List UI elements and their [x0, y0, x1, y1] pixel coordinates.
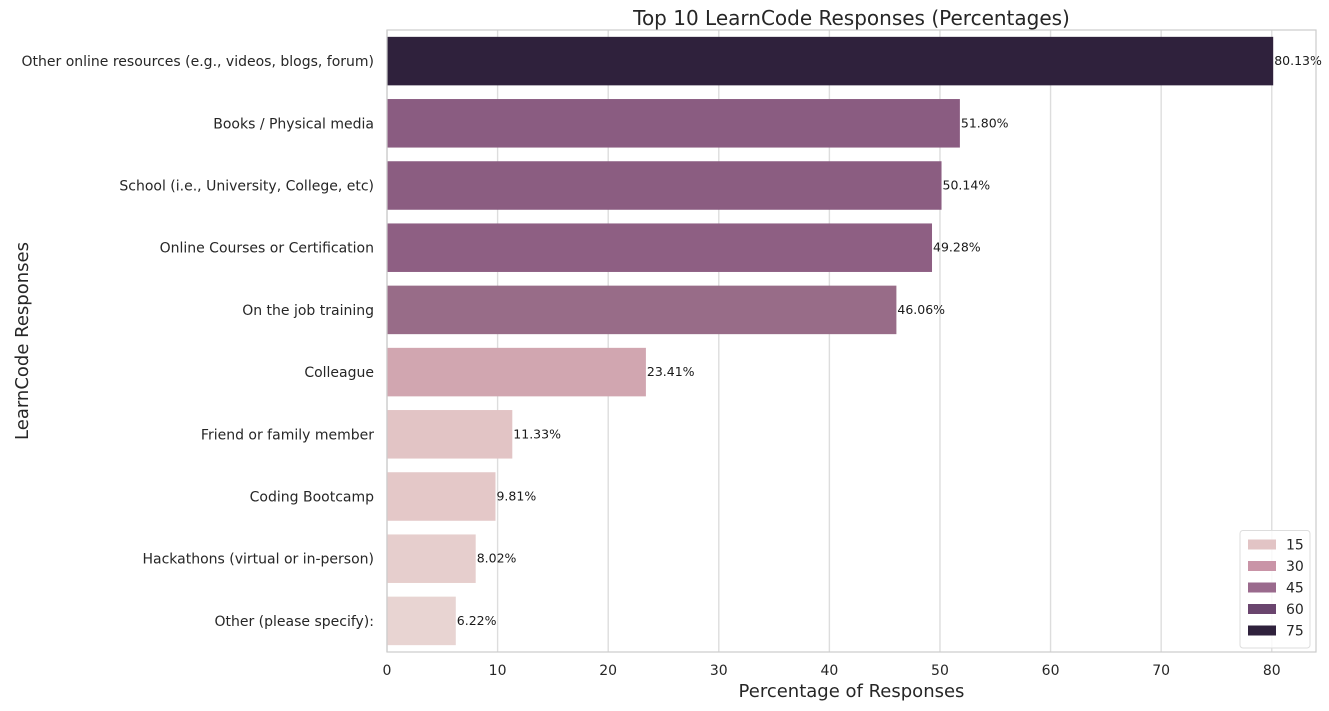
x-tick-label: 60	[1042, 663, 1060, 679]
bar	[387, 472, 496, 521]
plot-frame	[386, 29, 1317, 653]
bar	[387, 347, 646, 397]
y-tick-label: Friend or family member	[201, 427, 374, 443]
chart-title: Top 10 LearnCode Responses (Percentages)	[632, 6, 1070, 30]
bar	[387, 410, 513, 459]
bar	[387, 596, 456, 646]
legend-label: 45	[1286, 581, 1304, 597]
y-tick-label: Hackathons (virtual or in-person)	[143, 552, 375, 568]
x-tick-label: 0	[383, 663, 392, 679]
bars	[387, 36, 1274, 646]
legend-swatch	[1248, 561, 1276, 571]
y-tick-label: Other online resources (e.g., videos, bl…	[22, 54, 375, 70]
legend-label: 75	[1286, 624, 1304, 640]
y-tick-label: Online Courses or Certification	[160, 241, 374, 257]
legend-label: 15	[1286, 538, 1304, 554]
bar	[387, 285, 897, 335]
legend-swatch	[1248, 582, 1276, 593]
y-tick-label: Coding Bootcamp	[250, 490, 374, 506]
data-label: 46.06%	[897, 302, 945, 317]
x-axis-label: Percentage of Responses	[739, 681, 965, 702]
x-tick-label: 80	[1263, 663, 1281, 679]
data-label: 51.80%	[961, 115, 1009, 130]
y-tick-label: Other (please specify):	[214, 614, 374, 630]
bar	[387, 161, 942, 210]
x-tick-label: 10	[489, 663, 507, 679]
y-axis-label: LearnCode Responses	[12, 242, 33, 440]
bar	[387, 36, 1274, 86]
data-label: 11.33%	[513, 426, 561, 441]
legend-swatch	[1248, 539, 1276, 550]
y-tick-label: Books / Physical media	[213, 116, 374, 132]
data-label: 50.14%	[943, 178, 991, 193]
y-tick-label: On the job training	[242, 303, 374, 319]
data-label: 80.13%	[1274, 53, 1322, 68]
y-tick-labels: Other online resources (e.g., videos, bl…	[22, 54, 375, 630]
x-tick-label: 20	[599, 663, 617, 679]
data-label: 6.22%	[457, 613, 497, 628]
data-label: 23.41%	[647, 364, 695, 379]
bar	[387, 534, 476, 583]
x-tick-label: 70	[1152, 663, 1170, 679]
x-tick-label: 50	[931, 663, 949, 679]
legend-swatch	[1248, 625, 1276, 636]
x-tick-label: 30	[710, 663, 728, 679]
data-labels: 80.13% 51.80% 50.14% 49.28% 46.06% 23.41% 11.3…	[457, 53, 1322, 628]
x-tick-labels: 0 10 20 30 40 50 60 70 80	[383, 663, 1281, 679]
legend-swatch	[1248, 604, 1276, 614]
data-label: 8.02%	[477, 551, 517, 566]
y-tick-label: Colleague	[304, 365, 374, 381]
legend-label: 60	[1286, 602, 1304, 618]
bar	[387, 223, 933, 272]
data-label: 49.28%	[933, 240, 981, 255]
y-tick-label: School (i.e., University, College, etc)	[119, 179, 374, 195]
data-label: 9.81%	[496, 489, 536, 504]
x-tick-label: 40	[820, 663, 838, 679]
legend: 15 30 45 60 75	[1239, 530, 1311, 649]
legend-label: 30	[1286, 559, 1304, 575]
bar	[387, 99, 960, 148]
